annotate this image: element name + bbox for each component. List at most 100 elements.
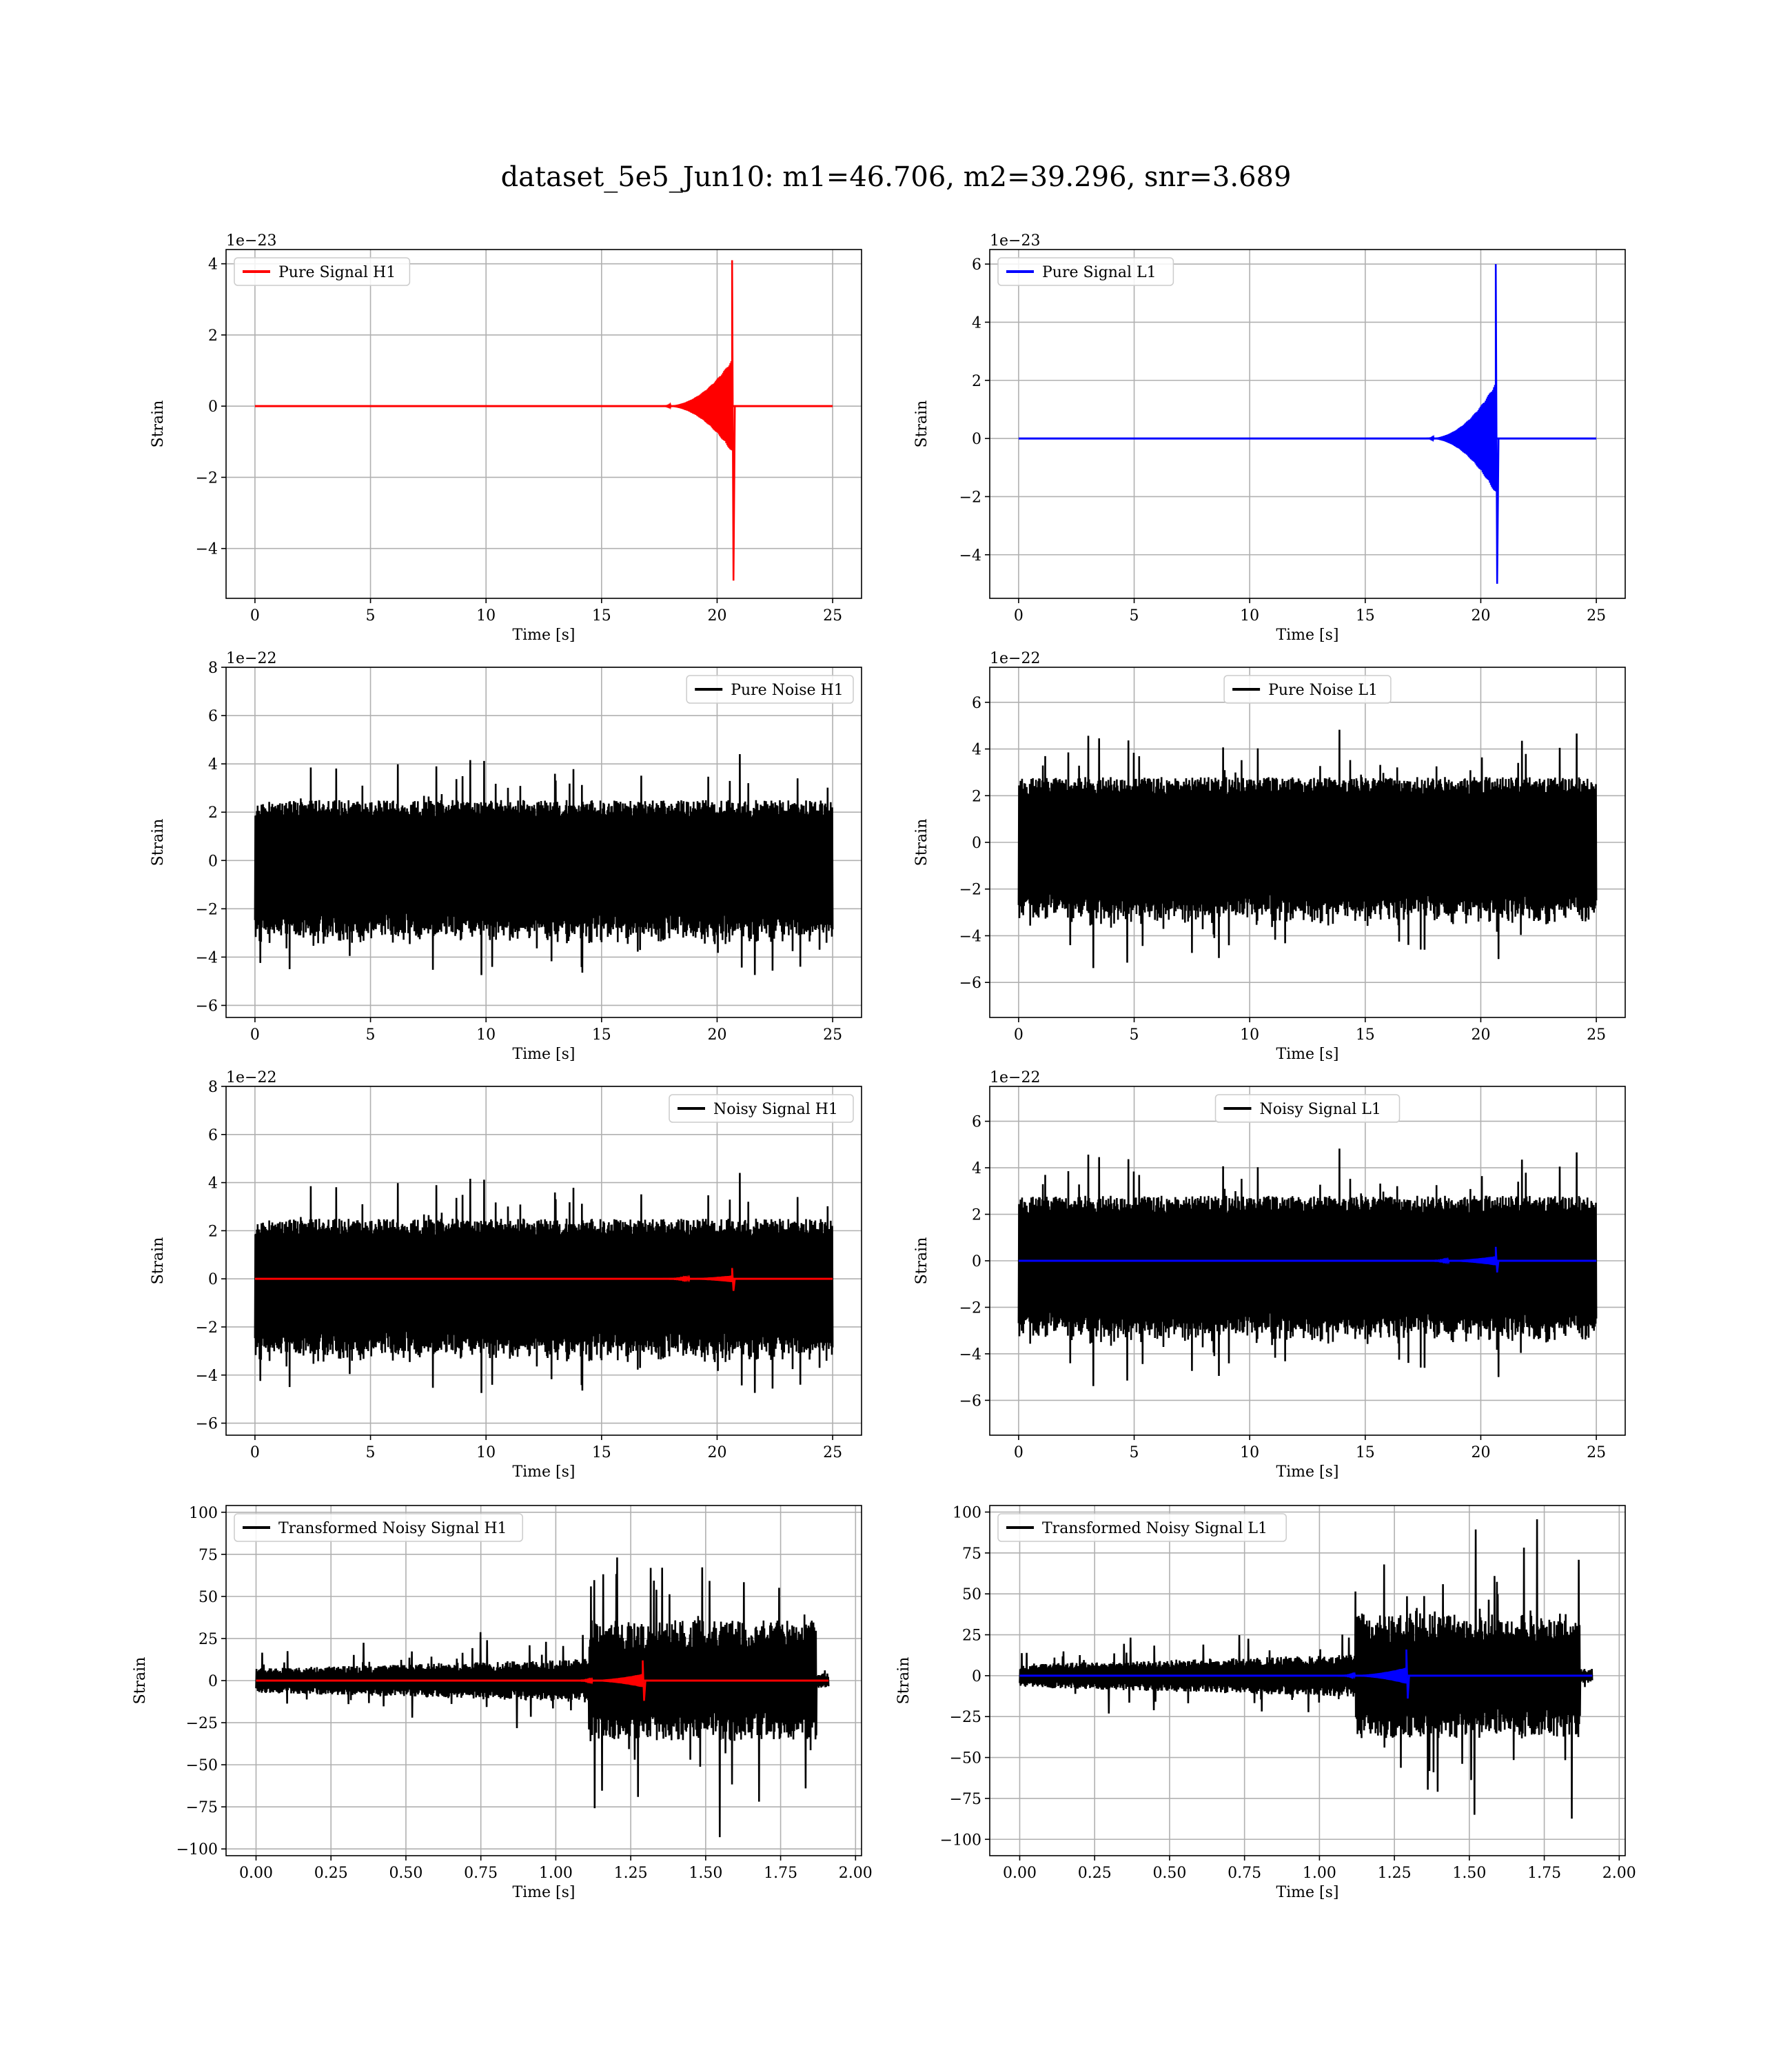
y-tick-label: −4 xyxy=(196,949,218,966)
x-tick-label: 0.50 xyxy=(389,1865,422,1882)
series-pure-signal-l1-0-chirp xyxy=(1426,264,1500,584)
legend-box xyxy=(669,1094,854,1123)
plot-area xyxy=(254,753,834,975)
y-tick-label: 25 xyxy=(962,1628,981,1645)
x-tick-label: 15 xyxy=(1356,1026,1375,1044)
plot-area xyxy=(254,260,833,581)
y-tick-label: 2 xyxy=(972,788,981,805)
x-tick-label: 20 xyxy=(707,1444,726,1461)
panel-pure-signal-l1: 0 5 10 15 20 25 −4 −2 0 2 4 6 Time [s] Strain 1e−23Pur… xyxy=(913,232,1626,644)
y-tick-label: −4 xyxy=(196,1368,218,1385)
y-axis-label: Strain xyxy=(913,401,930,448)
y-tick-label: −2 xyxy=(196,901,218,918)
y-axis-label: Strain xyxy=(895,1657,913,1705)
y-axis-label: Strain xyxy=(913,1237,930,1285)
series-transformed-noisy-signal-h1-1-chirp xyxy=(573,1660,646,1701)
legend-label: Noisy Signal L1 xyxy=(1260,1101,1381,1118)
axes-frame xyxy=(225,249,862,599)
offset-text: 1e−23 xyxy=(990,232,1040,250)
x-tick-label: 5 xyxy=(1130,607,1139,625)
x-tick-label: 1.25 xyxy=(614,1865,648,1882)
x-tick-label: 15 xyxy=(592,607,611,625)
figure-title: dataset_5e5_Jun10: m1=46.706, m2=39.296,… xyxy=(501,161,1292,193)
y-tick-label: −100 xyxy=(940,1832,981,1849)
y-tick-label: −6 xyxy=(959,1392,981,1410)
series-noisy-signal-h1-0 xyxy=(254,1173,834,1393)
x-tick-label: 25 xyxy=(823,1444,842,1461)
y-tick-label: 4 xyxy=(972,742,981,759)
offset-text: 1e−22 xyxy=(990,650,1040,667)
y-tick-label: 100 xyxy=(189,1505,218,1522)
x-tick-label: 0.25 xyxy=(1078,1865,1112,1882)
x-tick-label: 0 xyxy=(250,1444,260,1461)
y-axis-label: Strain xyxy=(150,1237,167,1285)
y-tick-label: 2 xyxy=(208,327,218,345)
y-tick-label: −100 xyxy=(176,1841,218,1858)
y-tick-label: −75 xyxy=(950,1791,981,1808)
y-tick-label: 6 xyxy=(208,708,218,725)
offset-text: 1e−23 xyxy=(226,232,276,250)
y-tick-label: 75 xyxy=(962,1545,981,1563)
plot-area xyxy=(1017,729,1598,969)
legend-label: Transformed Noisy Signal H1 xyxy=(278,1520,507,1537)
legend-box xyxy=(234,257,411,286)
x-tick-label: 5 xyxy=(1130,1444,1139,1461)
y-tick-label: 0 xyxy=(972,1253,981,1270)
y-tick-label: 0 xyxy=(972,835,981,852)
series-transformed-noisy-signal-l1-1-chirp xyxy=(1337,1649,1410,1699)
axes-frame xyxy=(225,667,862,1018)
y-tick-label: −4 xyxy=(959,928,981,945)
y-tick-label: 0 xyxy=(972,431,981,448)
x-tick-label: 10 xyxy=(476,1444,496,1461)
y-tick-label: −2 xyxy=(196,469,218,487)
panel-noisy-signal-l1: 0 5 10 15 20 25 −6 −4 −2 0 2 4 6 Time [s] Strain 1e−22 N… xyxy=(913,1069,1626,1481)
plot-area xyxy=(1019,1519,1594,1819)
x-tick-label: 1.75 xyxy=(1527,1865,1561,1882)
y-tick-label: 4 xyxy=(972,314,981,332)
x-tick-label: 20 xyxy=(1471,607,1490,625)
axes-frame xyxy=(989,1505,1626,1856)
x-tick-label: 5 xyxy=(1130,1026,1139,1044)
x-axis-label: Time [s] xyxy=(512,1884,575,1901)
plot-area xyxy=(1018,264,1597,584)
offset-text: 1e−22 xyxy=(226,650,276,667)
y-tick-label: 2 xyxy=(208,804,218,822)
y-tick-label: 4 xyxy=(972,1160,981,1177)
x-tick-label: 2.00 xyxy=(1602,1865,1636,1882)
legend-box xyxy=(234,1513,523,1542)
y-tick-label: 25 xyxy=(198,1631,218,1648)
x-tick-label: 15 xyxy=(592,1444,611,1461)
y-tick-label: −2 xyxy=(959,489,981,506)
x-axis-label: Time [s] xyxy=(1276,1046,1338,1063)
x-tick-label: 1.00 xyxy=(1303,1865,1336,1882)
x-tick-label: 5 xyxy=(366,1444,376,1461)
y-tick-label: −2 xyxy=(959,1299,981,1317)
x-tick-label: 25 xyxy=(1587,1444,1606,1461)
x-tick-label: 1.75 xyxy=(764,1865,797,1882)
offset-text: 1e−22 xyxy=(226,1069,276,1086)
y-tick-label: −50 xyxy=(186,1757,218,1774)
series-noisy-signal-l1-1-chirp xyxy=(1426,1246,1500,1273)
x-tick-label: 0 xyxy=(250,1026,260,1044)
x-tick-label: 1.00 xyxy=(539,1865,573,1882)
x-tick-label: 10 xyxy=(1240,607,1259,625)
legend-box xyxy=(997,257,1174,286)
y-tick-label: −4 xyxy=(959,547,981,565)
x-axis-label: Time [s] xyxy=(512,1463,575,1481)
y-tick-label: 100 xyxy=(953,1504,981,1521)
y-tick-label: 6 xyxy=(972,256,981,274)
y-tick-label: 0 xyxy=(208,1673,218,1690)
y-tick-label: −6 xyxy=(196,997,218,1015)
x-axis-label: Time [s] xyxy=(1276,627,1338,644)
x-tick-label: 0 xyxy=(1014,1026,1024,1044)
series-pure-noise-h1-0 xyxy=(254,753,834,975)
legend-label: Pure Noise H1 xyxy=(731,682,844,699)
plot-area xyxy=(255,1557,830,1838)
x-axis-label: Time [s] xyxy=(1276,1884,1338,1901)
y-tick-label: −6 xyxy=(196,1416,218,1433)
legend: Transformed Noisy Signal L1 xyxy=(997,1513,1287,1542)
y-tick-label: 6 xyxy=(972,1114,981,1131)
series-transformed-noisy-signal-l1-0 xyxy=(1019,1519,1594,1819)
legend-label: Noisy Signal H1 xyxy=(713,1101,838,1118)
